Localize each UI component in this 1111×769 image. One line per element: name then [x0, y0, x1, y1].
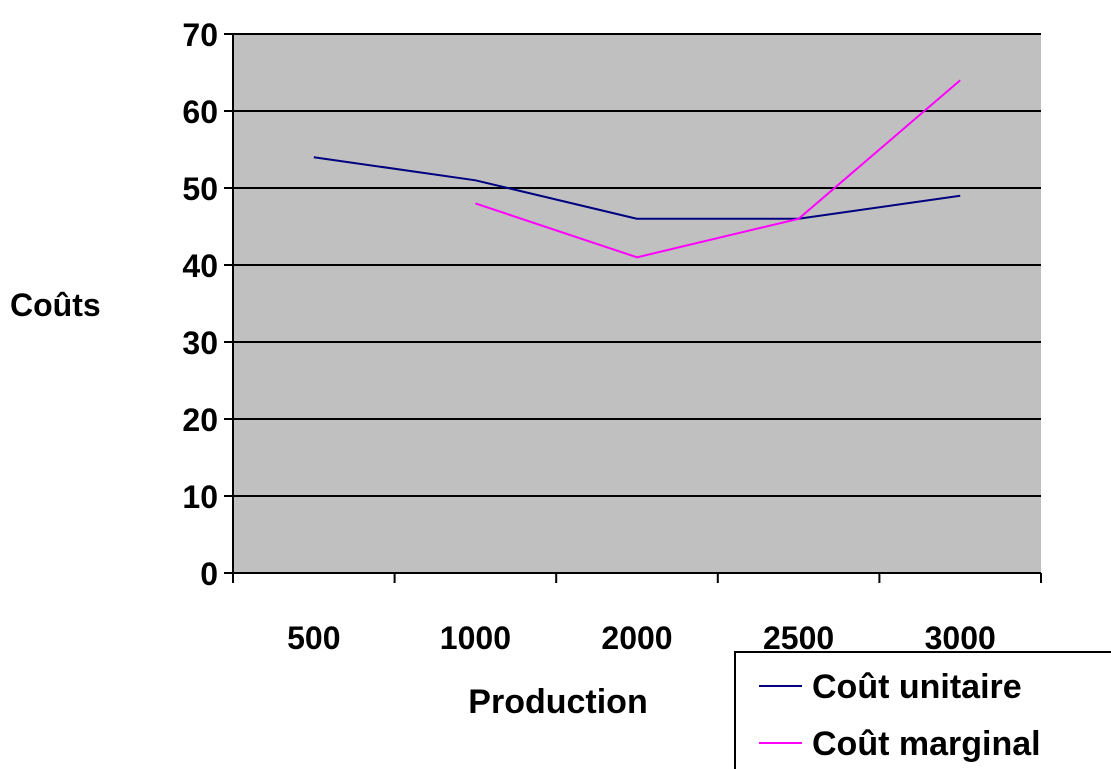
legend-label-cout-unitaire: Coût unitaire [812, 668, 1022, 706]
y-tick-label: 60 [182, 94, 218, 130]
y-axis-label: Coûts [10, 287, 101, 323]
x-tick-label: 500 [287, 620, 340, 656]
x-tick-label: 2500 [763, 620, 834, 656]
legend-box [734, 651, 1111, 769]
y-tick-label: 20 [182, 402, 218, 438]
x-axis-ticks: 500 1000 2000 2500 3000 [232, 573, 1042, 656]
axes [232, 34, 1041, 574]
y-tick-label: 40 [182, 248, 218, 284]
x-tick-label: 3000 [925, 620, 996, 656]
y-tick-label: 50 [182, 171, 218, 207]
y-axis-ticks: 0 10 20 30 40 50 60 70 [182, 17, 233, 592]
x-axis-label: Production [468, 683, 647, 721]
y-tick-label: 0 [200, 556, 218, 592]
legend: Coût unitaire Coût marginal [734, 651, 1111, 769]
y-tick-label: 10 [182, 479, 218, 515]
series-line-1 [475, 79, 961, 259]
legend-label-cout-marginal: Coût marginal [812, 725, 1041, 763]
x-tick-label: 2000 [601, 620, 672, 656]
series-line-0 [313, 156, 961, 220]
x-tick-label: 1000 [440, 620, 511, 656]
y-tick-label: 30 [182, 325, 218, 361]
gridlines [233, 33, 1041, 497]
y-tick-label: 70 [182, 17, 218, 53]
plot-area [233, 34, 1041, 573]
series-lines [313, 79, 961, 259]
